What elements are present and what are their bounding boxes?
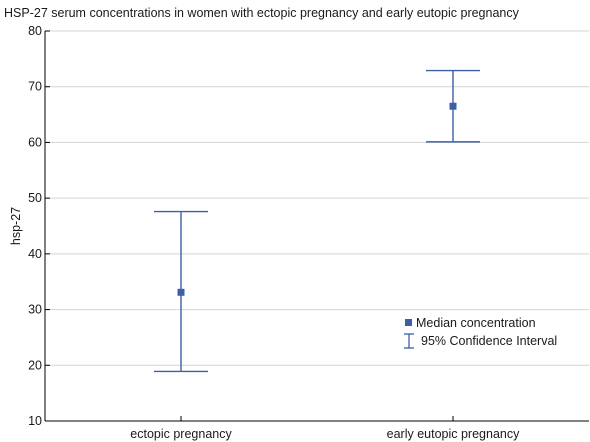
grid-lines: [45, 30, 589, 366]
median-point: [449, 102, 457, 110]
y-tick-label: 80: [28, 24, 42, 38]
y-tick-label: 20: [28, 358, 42, 372]
chart-marks: [154, 69, 480, 373]
y-axis-ticks: 10 20 30 40 50 60 70 80: [28, 24, 50, 428]
legend: Median concentration 95% Confidence Inte…: [404, 316, 557, 349]
y-tick-label: 60: [28, 135, 42, 149]
y-tick-label: 10: [28, 414, 42, 428]
legend-median-label: Median concentration: [416, 316, 536, 330]
x-tick-label: early eutopic pregnancy: [387, 427, 520, 441]
y-axis-label: hsp-27: [9, 207, 23, 245]
legend-ci-label: 95% Confidence Interval: [421, 334, 557, 348]
y-tick-label: 30: [28, 303, 42, 317]
median-point: [177, 288, 185, 296]
y-tick-label: 70: [28, 80, 42, 94]
chart-title: HSP-27 serum concentrations in women wit…: [4, 6, 520, 20]
x-tick-label: ectopic pregnancy: [130, 427, 232, 441]
y-tick-label: 40: [28, 247, 42, 261]
legend-median-marker: [405, 319, 412, 326]
x-axis-ticks: ectopic pregnancy early eutopic pregnancy: [130, 416, 520, 441]
y-tick-label: 50: [28, 191, 42, 205]
axes: [44, 31, 589, 422]
legend-ci-marker: [404, 333, 414, 349]
